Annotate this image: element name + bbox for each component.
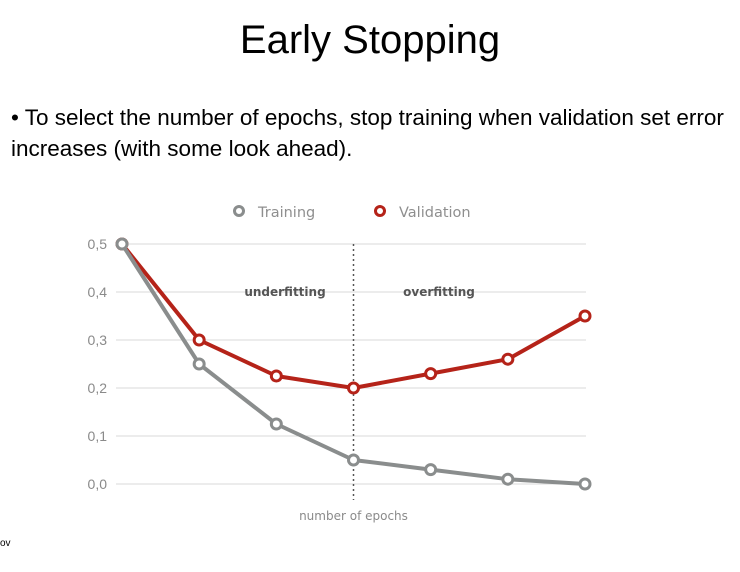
data-point-validation: [578, 309, 592, 323]
data-point-validation: [424, 367, 438, 381]
data-point-validation: [347, 381, 360, 395]
data-point-validation: [192, 333, 206, 347]
data-point-training: [424, 463, 438, 477]
data-point-training: [115, 237, 129, 251]
y-tick-label: 0,5: [88, 236, 108, 252]
overfitting-label: overfitting: [403, 285, 475, 299]
x-axis-label: number of epochs: [299, 509, 408, 523]
series: [115, 237, 592, 491]
data-point-training: [347, 453, 360, 467]
underfitting-label: underfitting: [244, 285, 325, 299]
y-tick-label: 0,3: [88, 332, 108, 348]
footer-fragment: ov: [0, 538, 11, 549]
gridlines: [116, 243, 586, 485]
data-point-training: [578, 477, 592, 491]
y-tick-label: 0,2: [88, 380, 108, 396]
data-point-training: [192, 357, 206, 371]
legend-marker-validation: [374, 205, 386, 217]
y-tick-label: 0,0: [88, 476, 108, 492]
legend-marker-training: [233, 205, 245, 217]
data-point-validation: [501, 352, 515, 366]
y-tick-label: 0,4: [88, 284, 108, 300]
legend-label-training: Training: [257, 205, 315, 221]
y-tick-labels: 0,0 0,1 0,2 0,3 0,4 0,5: [88, 236, 108, 492]
legend: Training Validation: [233, 205, 471, 221]
bullet-text: • To select the number of epochs, stop t…: [11, 105, 724, 161]
data-point-validation: [269, 369, 283, 383]
data-point-training: [501, 472, 515, 486]
slide-title: Early Stopping: [239, 18, 501, 62]
y-tick-label: 0,1: [88, 428, 108, 444]
data-point-training: [269, 417, 283, 431]
legend-label-validation: Validation: [399, 205, 471, 221]
